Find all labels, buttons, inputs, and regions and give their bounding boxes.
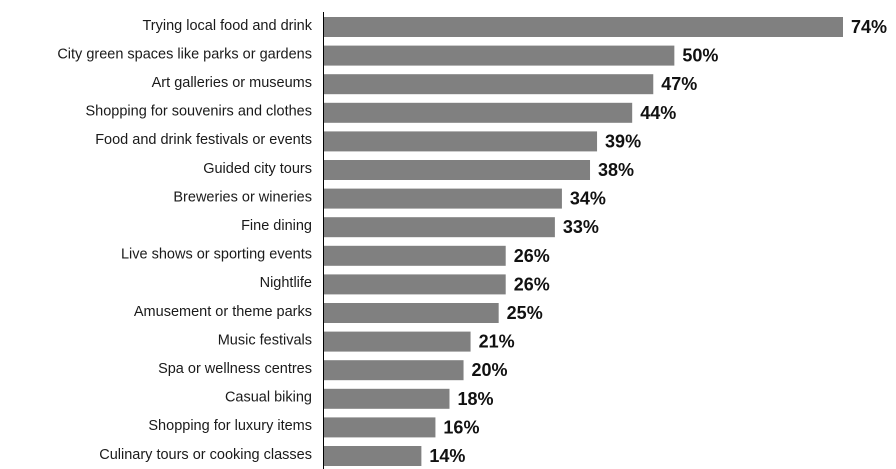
category-label: Art galleries or museums <box>152 75 312 91</box>
bar <box>323 74 654 95</box>
category-label: Breweries or wineries <box>173 189 312 205</box>
bar <box>323 45 675 66</box>
category-label: Casual biking <box>225 390 312 406</box>
category-label: Guided city tours <box>203 161 312 177</box>
category-label: Shopping for luxury items <box>148 418 312 434</box>
bar <box>323 303 499 323</box>
value-label: 47% <box>661 74 697 94</box>
category-label: Trying local food and drink <box>142 18 312 34</box>
bar <box>323 131 598 152</box>
value-label: 34% <box>570 189 606 209</box>
bar <box>323 188 562 209</box>
value-label: 18% <box>457 389 493 409</box>
category-labels: Trying local food and drink City green sp… <box>57 18 312 463</box>
category-label: Food and drink festivals or events <box>95 132 312 148</box>
value-label: 26% <box>514 274 550 294</box>
bar <box>323 245 506 266</box>
bar <box>323 102 633 123</box>
value-label: 14% <box>429 446 465 466</box>
value-label: 39% <box>605 131 641 151</box>
value-label: 33% <box>563 217 599 237</box>
bar <box>323 160 591 180</box>
bar <box>323 446 422 466</box>
category-label: City green spaces like parks or gardens <box>57 46 312 62</box>
value-label: 26% <box>514 246 550 266</box>
value-label: 25% <box>507 303 543 323</box>
bar <box>323 217 555 238</box>
value-label: 21% <box>479 332 515 352</box>
category-label: Live shows or sporting events <box>121 247 312 263</box>
value-label: 38% <box>598 160 634 180</box>
bar <box>323 331 471 352</box>
category-label: Amusement or theme parks <box>134 304 312 320</box>
value-label: 16% <box>443 417 479 437</box>
category-label: Shopping for souvenirs and clothes <box>85 104 312 120</box>
value-label: 74% <box>851 17 887 37</box>
value-label: 44% <box>640 103 676 123</box>
bar <box>323 388 450 409</box>
bar <box>323 360 464 381</box>
value-label: 20% <box>472 360 508 380</box>
bar <box>323 274 506 295</box>
value-label: 50% <box>682 46 718 66</box>
category-label: Fine dining <box>241 218 312 234</box>
bars <box>323 17 843 466</box>
value-labels: 74% 50% 47% 44% 39% 38% 34% 33% 26% 26% 25% 21% 20% 1… <box>429 17 887 466</box>
category-label: Music festivals <box>218 332 312 348</box>
category-label: Nightlife <box>260 275 312 291</box>
bar <box>323 17 843 37</box>
category-label: Spa or wellness centres <box>158 361 312 377</box>
category-label: Culinary tours or cooking classes <box>99 447 312 463</box>
bar <box>323 417 436 438</box>
